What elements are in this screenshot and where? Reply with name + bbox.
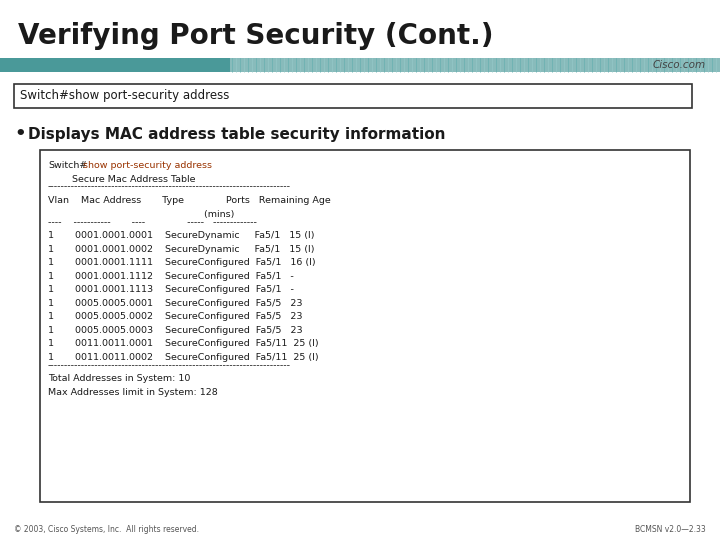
Text: Displays MAC address table security information: Displays MAC address table security info… [28,126,446,141]
Text: Cisco.com: Cisco.com [653,60,706,70]
Text: 1       0001.0001.1113    SecureConfigured  Fa5/1   -: 1 0001.0001.1113 SecureConfigured Fa5/1 … [48,285,294,294]
FancyBboxPatch shape [14,84,692,108]
Text: Verifying Port Security (Cont.): Verifying Port Security (Cont.) [18,22,493,50]
Text: Vlan    Mac Address       Type              Ports   Remaining Age: Vlan Mac Address Type Ports Remaining Ag… [48,196,330,205]
Text: 1       0001.0001.1112    SecureConfigured  Fa5/1   -: 1 0001.0001.1112 SecureConfigured Fa5/1 … [48,272,294,281]
Text: 1       0005.0005.0001    SecureConfigured  Fa5/5   23: 1 0005.0005.0001 SecureConfigured Fa5/5 … [48,299,302,308]
Text: •: • [14,125,26,143]
Text: 1       0001.0001.0001    SecureDynamic     Fa5/1   15 (I): 1 0001.0001.0001 SecureDynamic Fa5/1 15 … [48,231,315,240]
Text: 1       0011.0011.0002    SecureConfigured  Fa5/11  25 (I): 1 0011.0011.0002 SecureConfigured Fa5/11… [48,353,319,362]
Text: Secure Mac Address Table: Secure Mac Address Table [48,174,196,184]
Text: ------------------------------------------------------------------------: ----------------------------------------… [48,361,291,370]
Text: (mins): (mins) [48,210,235,219]
Text: 1       0001.0001.0002    SecureDynamic     Fa5/1   15 (I): 1 0001.0001.0002 SecureDynamic Fa5/1 15 … [48,245,315,254]
Bar [230,58,720,72]
Text: 1       0001.0001.1111    SecureConfigured  Fa5/1   16 (I): 1 0001.0001.1111 SecureConfigured Fa5/1 … [48,258,315,267]
Text: Switch#: Switch# [48,161,87,170]
Text: 1       0005.0005.0003    SecureConfigured  Fa5/5   23: 1 0005.0005.0003 SecureConfigured Fa5/5 … [48,326,302,335]
Text: show port-security address: show port-security address [84,161,212,170]
Text: ------------------------------------------------------------------------: ----------------------------------------… [48,183,291,192]
Text: 1       0011.0011.0001    SecureConfigured  Fa5/11  25 (I): 1 0011.0011.0001 SecureConfigured Fa5/11… [48,339,319,348]
Bar [0,58,230,72]
Text: Switch#show port-security address: Switch#show port-security address [20,90,230,103]
Text: BCMSN v2.0—2.33: BCMSN v2.0—2.33 [635,525,706,534]
Text: © 2003, Cisco Systems, Inc.  All rights reserved.: © 2003, Cisco Systems, Inc. All rights r… [14,525,199,534]
Text: Max Addresses limit in System: 128: Max Addresses limit in System: 128 [48,388,217,397]
Text: 1       0005.0005.0002    SecureConfigured  Fa5/5   23: 1 0005.0005.0002 SecureConfigured Fa5/5 … [48,312,302,321]
Text: ----    -----------       ----              -----   -------------: ---- ----------- ---- ----- ------------… [48,218,257,227]
FancyBboxPatch shape [40,150,690,502]
Text: Total Addresses in System: 10: Total Addresses in System: 10 [48,374,190,383]
